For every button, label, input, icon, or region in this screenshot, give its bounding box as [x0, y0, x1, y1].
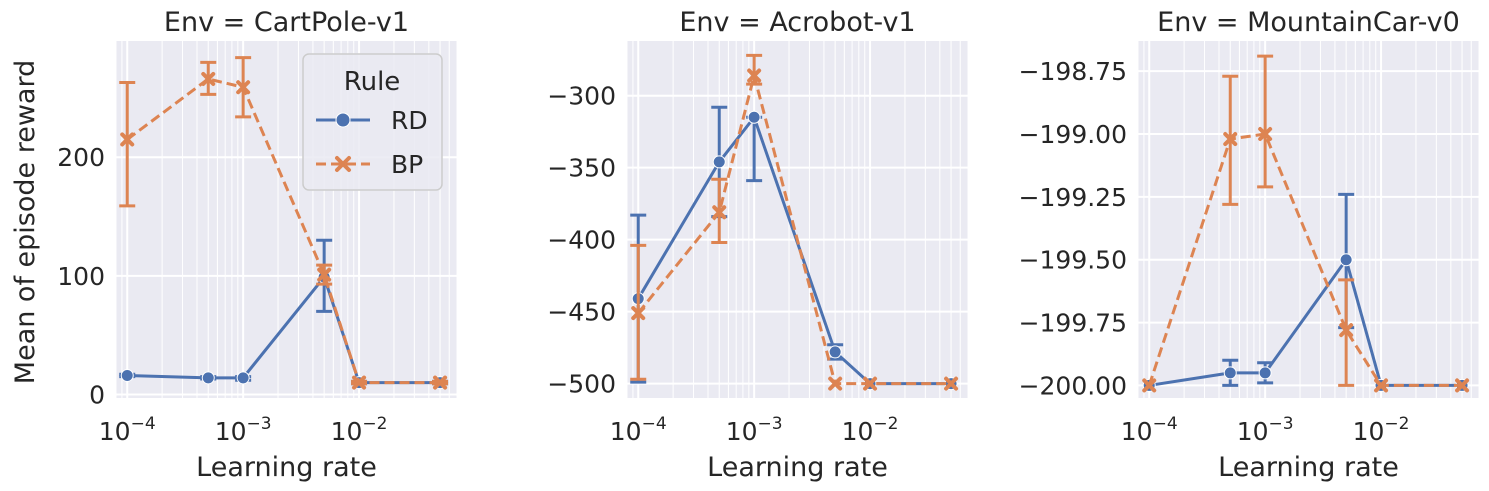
x-tick-label: 10−2: [842, 414, 899, 446]
x-tick-label: 10−3: [215, 414, 272, 446]
panel-title: Env = MountainCar-v0: [1157, 7, 1460, 38]
panel-title: Env = CartPole-v1: [164, 7, 409, 38]
data-point: [120, 368, 134, 382]
x-tick-label: 10−4: [1121, 414, 1178, 446]
x-tick-label: 10−3: [726, 414, 783, 446]
y-tick-label: −199.75: [1019, 309, 1127, 338]
data-point: [1223, 366, 1237, 380]
data-point: [1258, 127, 1273, 142]
y-tick-label: −500: [547, 370, 616, 399]
legend-title: Rule: [344, 67, 401, 97]
series-bp: [1142, 54, 1470, 393]
data-point: [236, 371, 250, 385]
data-point: [863, 376, 878, 391]
y-tick-label: 100: [57, 262, 105, 291]
series-line: [637, 74, 952, 386]
y-tick-label: −300: [547, 82, 616, 111]
data-point: [1339, 323, 1354, 338]
data-point: [201, 71, 216, 86]
legend-marker: [335, 112, 351, 128]
data-point: [747, 110, 761, 124]
y-tick-label: −350: [547, 154, 616, 183]
data-point: [201, 371, 215, 385]
legend-label: BP: [391, 150, 423, 179]
y-tick-label: −199.50: [1019, 246, 1127, 275]
y-tick-label: −199.25: [1019, 183, 1127, 212]
data-point: [317, 267, 332, 282]
data-point: [712, 155, 726, 169]
minor-grid: [626, 41, 969, 398]
y-axis-label: Mean of episode reward: [10, 60, 41, 384]
data-point: [712, 205, 727, 220]
panel-title: Env = Acrobot-v1: [679, 7, 915, 38]
y-tick-label: −200.00: [1019, 371, 1127, 400]
data-point: [1142, 378, 1157, 393]
series-bp: [119, 56, 449, 390]
data-point: [1339, 253, 1353, 267]
data-point: [236, 80, 251, 95]
data-point: [433, 375, 448, 390]
plot-area: [1138, 41, 1479, 398]
data-point: [828, 345, 842, 359]
y-tick-label: −450: [547, 298, 616, 327]
error-bar: [119, 81, 136, 208]
major-grid: [1138, 41, 1479, 398]
series-bp: [630, 53, 959, 391]
y-tick-label: −400: [547, 226, 616, 255]
legend-frame: [302, 53, 443, 191]
x-tick-label: 10−2: [1353, 414, 1410, 446]
data-point: [828, 376, 843, 391]
x-tick-label: 10−4: [99, 414, 156, 446]
legend: Rule RD BP: [302, 53, 443, 191]
legend-entry-rd: RD: [316, 106, 428, 135]
data-point: [1223, 132, 1238, 147]
y-tick-label: 200: [57, 143, 105, 172]
error-bar: [1257, 54, 1274, 189]
data-point: [352, 375, 367, 390]
x-tick-label: 10−3: [1237, 414, 1294, 446]
panel-2: −500 −450 −400 −350 −300 10−4 10−3 10−2 Learning…: [547, 7, 969, 483]
data-point: [1374, 378, 1389, 393]
data-point: [747, 68, 762, 83]
plot-area: [627, 41, 968, 398]
x-axis-label: Learning rate: [1218, 452, 1399, 483]
minor-grid: [115, 41, 458, 398]
series-line: [126, 77, 441, 385]
x-tick-label: 10−2: [331, 414, 388, 446]
series-line: [1147, 132, 1463, 387]
y-tick-label: 0: [89, 380, 105, 409]
x-axis-label: Learning rate: [707, 452, 888, 483]
data-point: [944, 376, 959, 391]
data-point: [1455, 378, 1470, 393]
panel-3: −200.00 −199.75 −199.50 −199.25 −199.00 −198.…: [1019, 7, 1480, 483]
data-point: [1258, 366, 1272, 380]
error-bar: [746, 53, 763, 86]
y-tick-label: −198.75: [1019, 57, 1127, 86]
data-point: [120, 132, 135, 147]
legend-entry-bp: BP: [316, 150, 423, 179]
x-axis-label: Learning rate: [196, 452, 377, 483]
x-tick-label: 10−4: [610, 414, 667, 446]
legend-marker: [335, 156, 351, 172]
y-tick-label: −199.00: [1019, 120, 1127, 149]
legend-label: RD: [391, 106, 428, 135]
data-point: [631, 306, 646, 321]
